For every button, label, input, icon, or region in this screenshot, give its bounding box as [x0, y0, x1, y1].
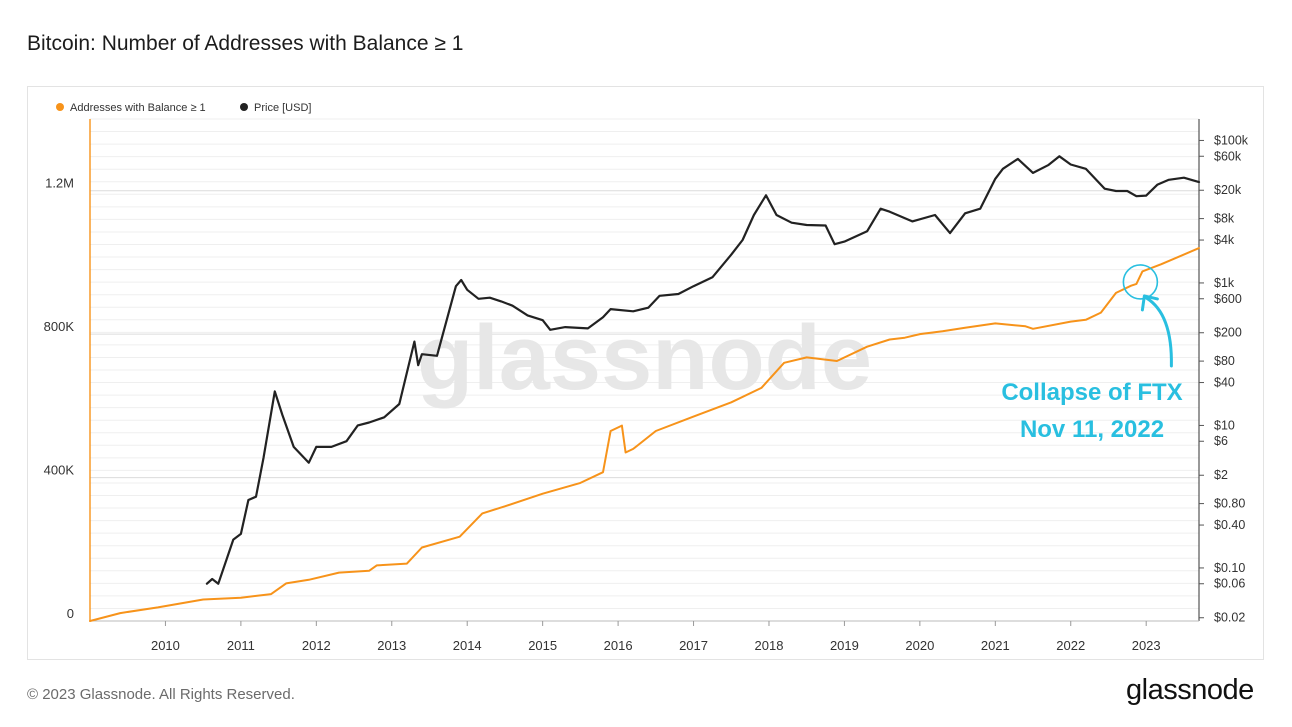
x-tick-label: 2011	[227, 638, 255, 653]
x-tick-label: 2021	[981, 638, 1010, 653]
y-right-tick-label: $80	[1214, 354, 1235, 368]
y-right-tick-label: $8k	[1214, 212, 1235, 226]
y-right-tick-label: $2	[1214, 468, 1228, 482]
y-right-tick-label: $0.10	[1214, 561, 1245, 575]
y-left-tick-label: 0	[67, 606, 74, 621]
copyright-text: © 2023 Glassnode. All Rights Reserved.	[27, 686, 295, 703]
y-left-tick-label: 800K	[44, 319, 75, 334]
y-right-tick-label: $4k	[1214, 233, 1235, 247]
glassnode-logo: glassnode	[1126, 674, 1254, 706]
y-left-tick-label: 400K	[44, 463, 75, 478]
y-right-tick-label: $1k	[1214, 276, 1235, 290]
x-tick-label: 2012	[302, 638, 331, 653]
chart-svg: glassnode 2010 2011 2012 2013 2014 2015 2016 201…	[44, 102, 1249, 653]
series-line-addresses	[89, 247, 1200, 622]
watermark-text: glassnode	[417, 307, 872, 409]
series-line-price	[205, 155, 1201, 585]
x-tick-label: 2013	[377, 638, 406, 653]
x-tick-label: 2023	[1132, 638, 1161, 653]
legend-marker	[56, 103, 64, 111]
y-right-tick-label: $40	[1214, 376, 1235, 390]
y-right-tick-label: $100k	[1214, 133, 1249, 147]
legend-marker	[240, 103, 248, 111]
y-right-tick-label: $0.02	[1214, 611, 1245, 625]
y-right-tick-label: $600	[1214, 292, 1242, 306]
x-tick-label: 2010	[151, 638, 180, 653]
x-tick-label: 2014	[453, 638, 482, 653]
y-right-tick-label: $0.40	[1214, 518, 1245, 532]
y-right-tick-label: $200	[1214, 326, 1242, 340]
legend-label: Addresses with Balance ≥ 1	[70, 102, 206, 114]
y-right-tick-label: $0.06	[1214, 577, 1245, 591]
y-right-tick-label: $0.80	[1214, 497, 1245, 511]
y-right-tick-label: $20k	[1214, 183, 1242, 197]
x-tick-label: 2016	[604, 638, 633, 653]
x-tick-label: 2020	[905, 638, 934, 653]
y-left-tick-label: 1.2M	[45, 176, 74, 191]
x-tick-label: 2018	[755, 638, 784, 653]
ftx-arrow-line	[1144, 296, 1173, 368]
ftx-arrowhead	[1140, 294, 1159, 312]
annotation-line-2: Nov 11, 2022	[1020, 416, 1164, 443]
x-tick-label: 2015	[528, 638, 557, 653]
y-right-tick-label: $60k	[1214, 149, 1242, 163]
x-tick-label: 2017	[679, 638, 708, 653]
x-tick-label: 2019	[830, 638, 859, 653]
legend-label: Price [USD]	[254, 102, 311, 114]
x-tick-label: 2022	[1056, 638, 1085, 653]
y-right-tick-label: $6	[1214, 434, 1228, 448]
annotation-line-1: Collapse of FTX	[1001, 379, 1182, 406]
chart-panel: glassnode 2010 2011 2012 2013 2014 2015 2016 201…	[27, 86, 1264, 660]
grid-lines	[90, 118, 1199, 622]
y-right-tick-label: $10	[1214, 418, 1235, 432]
ftx-highlight-circle	[1122, 264, 1159, 300]
chart-title: Bitcoin: Number of Addresses with Balanc…	[27, 32, 464, 55]
